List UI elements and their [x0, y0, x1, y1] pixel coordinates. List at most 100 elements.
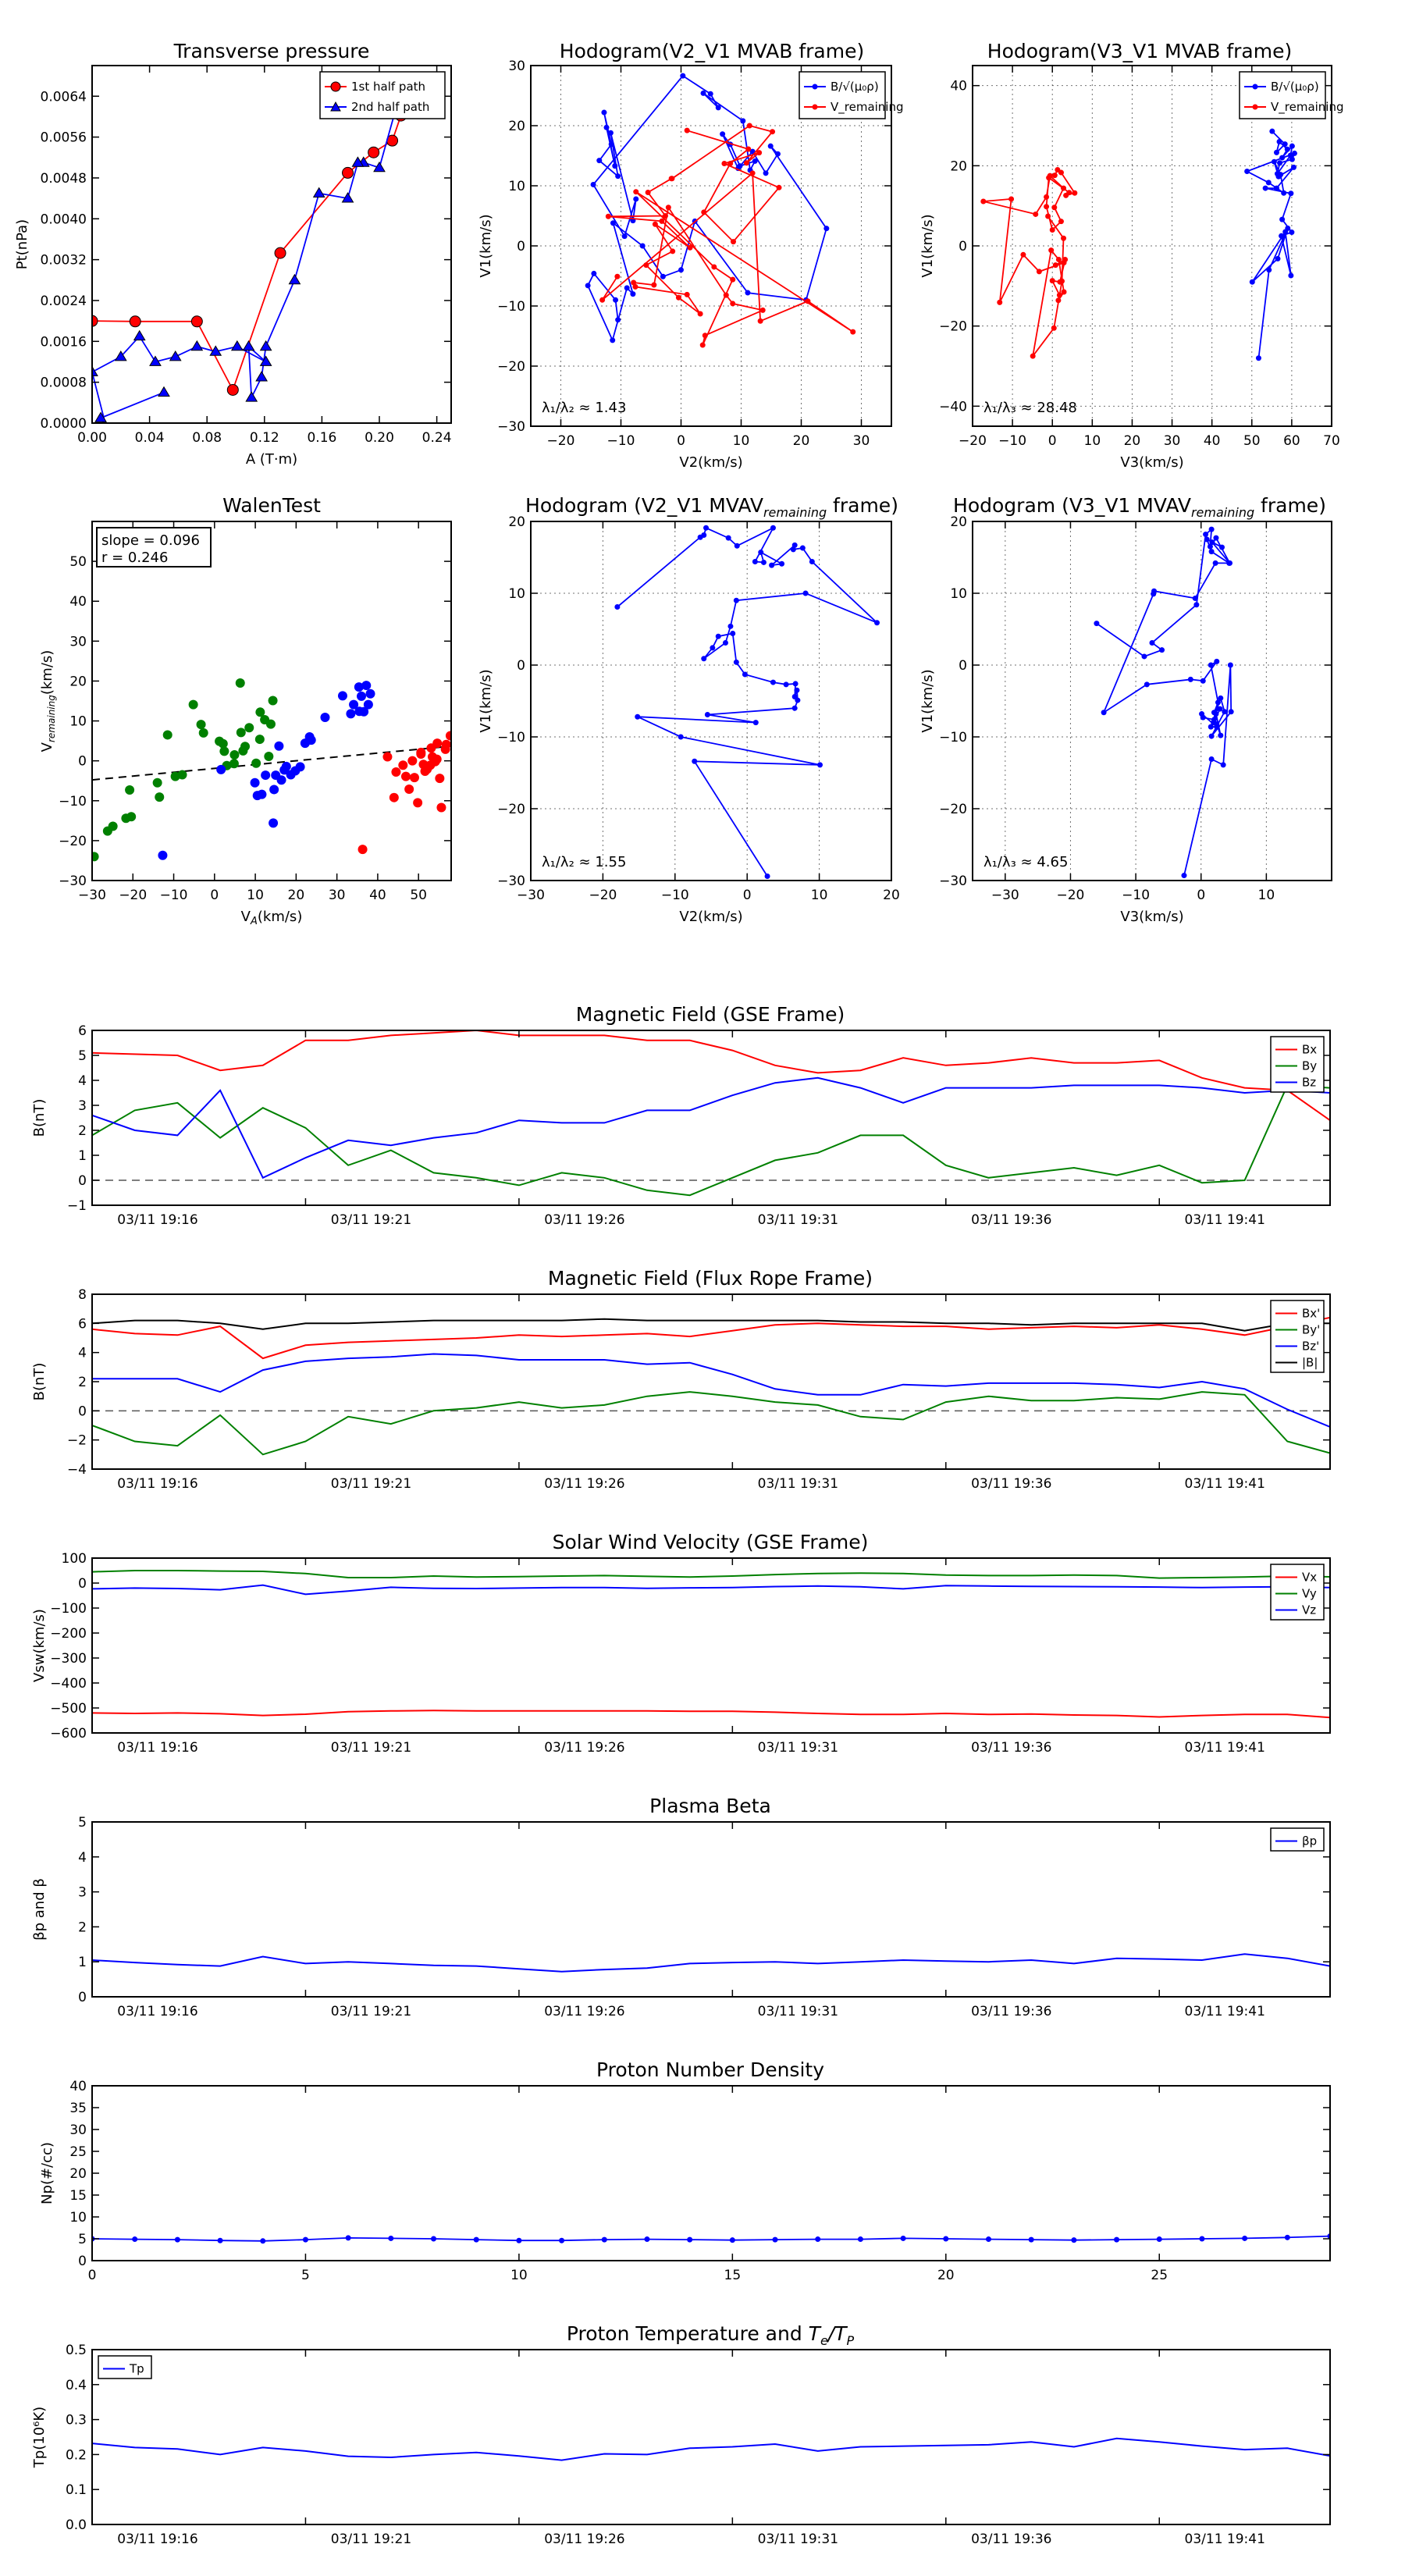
- np-ytick-label-0: 0: [78, 2254, 87, 2269]
- h1-point-1-17: [687, 244, 693, 251]
- h1-point-1-9: [770, 129, 776, 135]
- h4-xtick-label-1: −20: [1057, 888, 1085, 903]
- h1-point-1-40: [599, 297, 606, 303]
- h2-point-1-9: [1058, 219, 1064, 225]
- panel-hodogram-v2-v1-mvav: Hodogram (V2_V1 MVAVremaining frame) −30…: [478, 494, 900, 925]
- walen-point-1-7: [276, 775, 286, 785]
- beta-xtick-label-2: 03/11 19:26: [544, 2004, 624, 2019]
- h4-point-0-34: [1199, 711, 1205, 717]
- tp-point-0-0: [92, 315, 98, 327]
- beta-xtick-label-3: 03/11 19:31: [758, 2004, 838, 2019]
- h2-point-0-20: [1262, 185, 1268, 191]
- tp2-frame: [91, 2349, 1331, 2525]
- h1-point-0-37: [585, 283, 591, 289]
- h1-point-1-22: [697, 311, 703, 317]
- beta-xtick-label-0: 03/11 19:16: [117, 2004, 197, 2019]
- h2-point-0-13: [1265, 180, 1272, 186]
- h1-point-0-1: [612, 163, 618, 169]
- walen-point-1-14: [320, 712, 330, 722]
- h2-point-1-11: [1061, 185, 1067, 191]
- vsw-ytick-label-2: −400: [50, 1676, 87, 1692]
- h4-xtick-label-2: −10: [1122, 888, 1150, 903]
- np-point-0-1: [132, 2236, 138, 2243]
- h2-ytick-label-3: 20: [950, 158, 967, 174]
- bfr-series-0: [92, 1316, 1330, 1360]
- h1-point-1-37: [805, 298, 811, 304]
- title-transverse-pressure: Transverse pressure: [173, 40, 370, 62]
- h4-point-0-30: [1218, 732, 1224, 738]
- walen-point-0-0: [92, 852, 99, 862]
- tp2-ylabel: Tp(10⁶K): [31, 2407, 48, 2468]
- h2-point-0-30: [1266, 267, 1272, 273]
- tp-xtick-label-0: 0.00: [77, 430, 107, 446]
- h2-point-0-29: [1285, 225, 1291, 231]
- h3-point-0-26: [742, 671, 748, 678]
- h4-point-0-31: [1213, 711, 1219, 717]
- h1-point-1-29: [730, 301, 736, 307]
- h3-xtick-label-4: 10: [811, 888, 828, 903]
- bfr-ytick-label-3: 2: [78, 1375, 87, 1390]
- h3-series-0: [614, 525, 880, 879]
- title-magnetic-field-gse: Magnetic Field (GSE Frame): [576, 1003, 845, 1026]
- h4-point-0-25: [1215, 699, 1221, 706]
- bgse-legend-label-1: By: [1302, 1059, 1317, 1073]
- tp-frame: [91, 65, 452, 424]
- h1-point-0-10: [590, 181, 596, 187]
- h3-point-0-37: [678, 734, 684, 740]
- h4-annotation: λ₁/λ₃ ≈ 4.65: [984, 854, 1068, 870]
- h1-point-1-27: [665, 205, 671, 211]
- h4-point-0-20: [1144, 681, 1150, 688]
- walen-ytick-label-8: 50: [69, 554, 87, 570]
- h2-series-1: [980, 166, 1078, 359]
- vsw-series-line-1: [92, 1570, 1330, 1579]
- h1-series-line-0: [587, 74, 827, 343]
- walen-point-0-24: [235, 678, 245, 688]
- h4-point-0-12: [1204, 536, 1210, 543]
- h2-xtick-label-6: 40: [1204, 433, 1221, 449]
- h2-point-1-22: [1062, 256, 1069, 262]
- bgse-ytick-label-2: 1: [78, 1148, 87, 1164]
- beta-legend-box: [1270, 1827, 1325, 1852]
- bfr-xtick-label-4: 03/11 19:36: [971, 1476, 1051, 1492]
- h1-point-0-5: [615, 173, 621, 180]
- np-point-0-22: [1028, 2236, 1034, 2243]
- tp2-ytick-label-0: 0.0: [66, 2517, 87, 2533]
- tp-point-1-1: [373, 161, 386, 173]
- bgse-series-0: [92, 1030, 1330, 1122]
- tp-point-0-6: [368, 146, 380, 158]
- h1-point-1-10: [746, 123, 752, 129]
- vsw-legend-label-0: Vx: [1302, 1571, 1317, 1585]
- tp-xtick-label-2: 0.08: [192, 430, 222, 446]
- tp-point-1-13: [209, 345, 222, 356]
- walen-point-2-25: [441, 739, 451, 749]
- tp-xtick-label-3: 0.12: [250, 430, 279, 446]
- walen-point-0-7: [155, 792, 165, 802]
- h2-point-1-30: [1030, 353, 1036, 359]
- vsw-legend-label-2: Vz: [1302, 1603, 1316, 1617]
- np-point-0-7: [388, 2235, 394, 2241]
- beta-xtick-label-1: 03/11 19:21: [331, 2004, 411, 2019]
- bfr-ytick-label-1: −2: [67, 1433, 87, 1449]
- h3-ytick-label-2: −10: [497, 730, 525, 745]
- h2-point-1-19: [1036, 269, 1042, 275]
- beta-series-line-0: [92, 1953, 1330, 1973]
- walen-point-1-17: [354, 682, 364, 692]
- h1-legend-label-0: B/√(μ₀ρ): [831, 80, 879, 94]
- h2-xtick-label-4: 20: [1124, 433, 1141, 449]
- h1-point-1-41: [614, 273, 621, 279]
- walen-ytick-label-5: 20: [69, 674, 87, 689]
- h1-point-1-26: [651, 282, 657, 288]
- walen-point-2-23: [426, 743, 436, 753]
- h1-ytick-label-0: −30: [497, 419, 525, 435]
- title-hodogram-v3-v1-mvav: Hodogram (V3_V1 MVAVremaining frame): [953, 494, 1326, 520]
- h1-ytick-label-5: 20: [508, 119, 525, 134]
- h1-point-1-23: [684, 291, 690, 297]
- tp-legend-marker-1: [330, 101, 341, 112]
- h1-ytick-label-3: 0: [517, 239, 525, 254]
- h1-legend-box: [799, 71, 886, 119]
- bgse-series-line-1: [92, 1084, 1330, 1197]
- h3-point-0-31: [794, 687, 800, 693]
- h1-annotation: λ₁/λ₂ ≈ 1.43: [542, 400, 626, 416]
- walen-point-1-29: [252, 791, 262, 801]
- h2-point-0-24: [1279, 233, 1285, 239]
